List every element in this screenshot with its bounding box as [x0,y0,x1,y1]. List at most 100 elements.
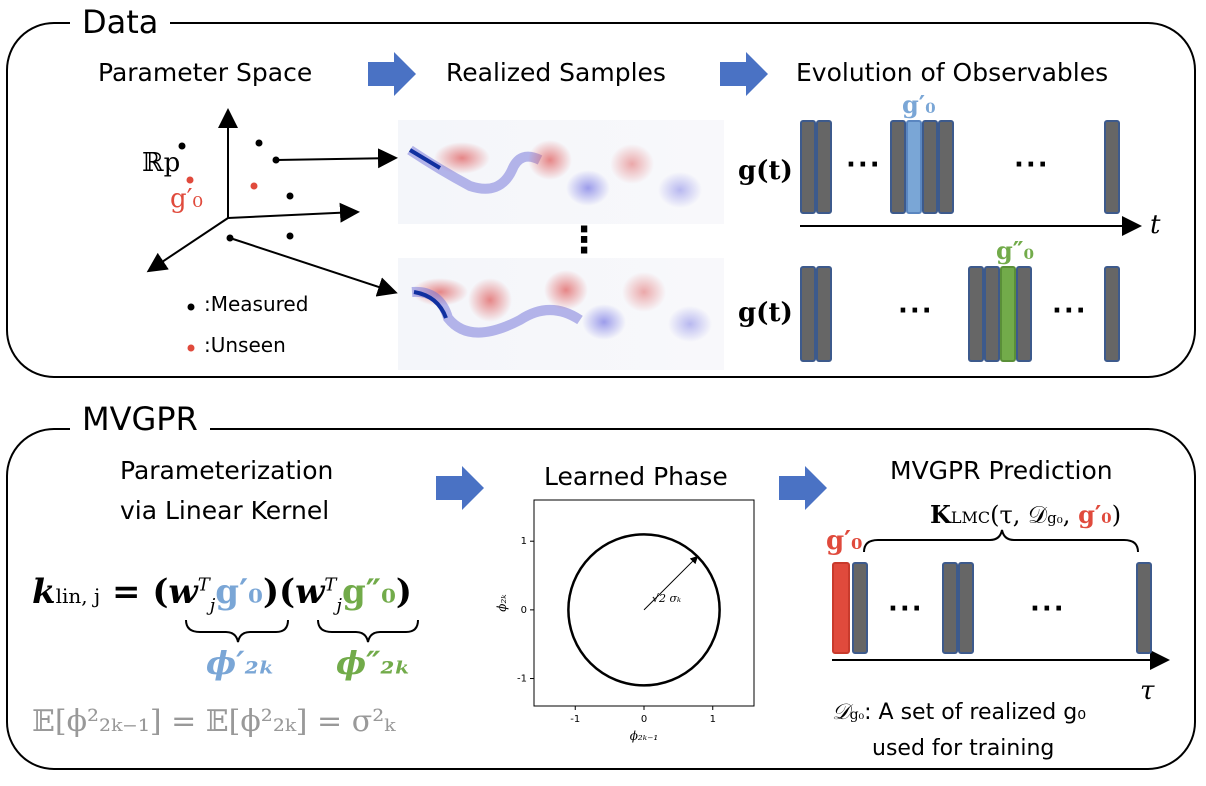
ellipsis: ··· [898,296,934,326]
data-panel [6,22,1196,378]
sample-arrow-1 [275,148,398,169]
flow-arrow-4 [779,466,827,510]
phi-prime: ϕ′₂ₖ [206,644,276,682]
evolution-heading: Evolution of Observables [796,58,1109,87]
y-axis-label: ϕ₂ₖ [495,594,509,612]
bar [942,562,958,654]
x-axis-label: ϕ₂ₖ₋₁ [630,729,659,743]
lmc-g: g′₀ [1078,500,1112,529]
prediction-bar-red [832,562,850,654]
legend-measured: :Measured [204,292,309,316]
param-title-line2: via Linear Kernel [120,496,330,525]
observable-label-bottom: g(t) [738,298,793,328]
lmc-args-end: , [1062,501,1079,529]
flow-arrow-3 [436,466,484,510]
legend-unseen-dot [187,344,195,352]
dataset-desc-text: : A set of realized g₀ [864,700,1087,725]
kernel-sub: lin, j [55,584,101,608]
radius-label: √2 σₖ [652,592,681,605]
measured-point [272,156,280,164]
ellipsis: ··· [846,150,882,180]
vertical-ellipsis: ⋮ [566,220,602,261]
sample-arrow-2 [229,237,398,297]
parameter-space-heading: Parameter Space [98,58,313,87]
measured-point [286,232,294,240]
prediction-title: MVGPR Prediction [890,456,1113,485]
time-axis-label: t [1150,210,1161,240]
sample-image-2 [398,258,724,370]
bar-highlight-blue [906,120,922,214]
data-panel-title: Data [70,5,171,39]
bar [816,266,832,362]
axis-y [146,217,229,273]
kernel-g1: g′₀ [215,572,263,612]
bar [968,266,984,362]
kernel-equation: klin, j = (wTjg′₀)(wTjg″₀) [32,572,412,616]
kernel-lhs: k [32,572,56,612]
phi-dprime: ϕ″₂ₖ [336,644,412,682]
unseen-point-label: g′₀ [170,184,203,214]
y-tick-label: -1 [517,674,527,685]
pred-bar-label: g′₀ [826,526,863,556]
sample-image-1 [398,120,724,224]
bar [816,120,832,214]
ellipsis: ··· [888,594,924,624]
measured-point [286,192,294,200]
lmc-main: K [930,500,951,529]
axis-x [227,202,360,223]
y-tick-label: 0 [521,605,527,616]
bar [1104,120,1120,214]
kernel-eq: = ( [100,572,169,612]
dataset-desc-line1: 𝒟g₀: A set of realized g₀ [832,700,1086,725]
dataset-desc-line2: used for training [872,736,1055,761]
lmc-sub: LMC [950,508,991,527]
lmc-args-sub: g₀ [1047,509,1063,527]
measured-point [178,142,186,150]
observable-label-top: g(t) [738,156,793,186]
unseen-point [250,182,258,190]
mvgpr-panel-title: MVGPR [70,402,210,436]
bar [938,120,954,214]
bar-highlight-label-2: g″₀ [996,236,1035,265]
param-title-line1: Parameterization [120,456,334,485]
realized-samples-heading: Realized Samples [446,58,666,87]
x-tick-label: -1 [570,714,580,725]
x-tick-label: 1 [710,714,716,725]
x-tick-label: 0 [641,714,647,725]
learned-phase-title: Learned Phase [544,462,728,491]
bar-highlight-green [1000,266,1016,362]
kernel-end: ) [395,572,412,612]
bar-highlight-label-1: g′₀ [902,90,936,119]
bar [984,266,1000,362]
bar [958,562,974,654]
bar [890,120,906,214]
dataset-symbol-sub: g₀ [849,707,865,723]
radius-arrow [643,555,699,611]
mvgpr-panel [6,428,1196,770]
unseen-point [186,176,194,184]
bar [1136,562,1152,654]
y-tick-label: 1 [521,536,527,547]
kernel-w2: w [295,572,325,612]
flow-arrow-1 [368,52,416,96]
flow-arrow-2 [720,52,768,96]
kernel-w1: w [168,572,198,612]
expectation-equation: 𝔼[ϕ²₂ₖ₋₁] = 𝔼[ϕ²₂ₖ] = σ²ₖ [32,704,396,739]
dataset-symbol: 𝒟 [832,700,850,725]
measured-point [255,139,263,147]
tau-axis-label: τ [1140,676,1155,706]
bar [852,562,868,654]
ellipsis: ··· [1030,594,1066,624]
bar [800,266,816,362]
lmc-args: (τ, 𝒟 [990,501,1048,529]
bar [800,120,816,214]
lmc-close: ) [1111,501,1122,529]
phase-circle [567,533,721,687]
legend-measured-dot [187,303,195,311]
